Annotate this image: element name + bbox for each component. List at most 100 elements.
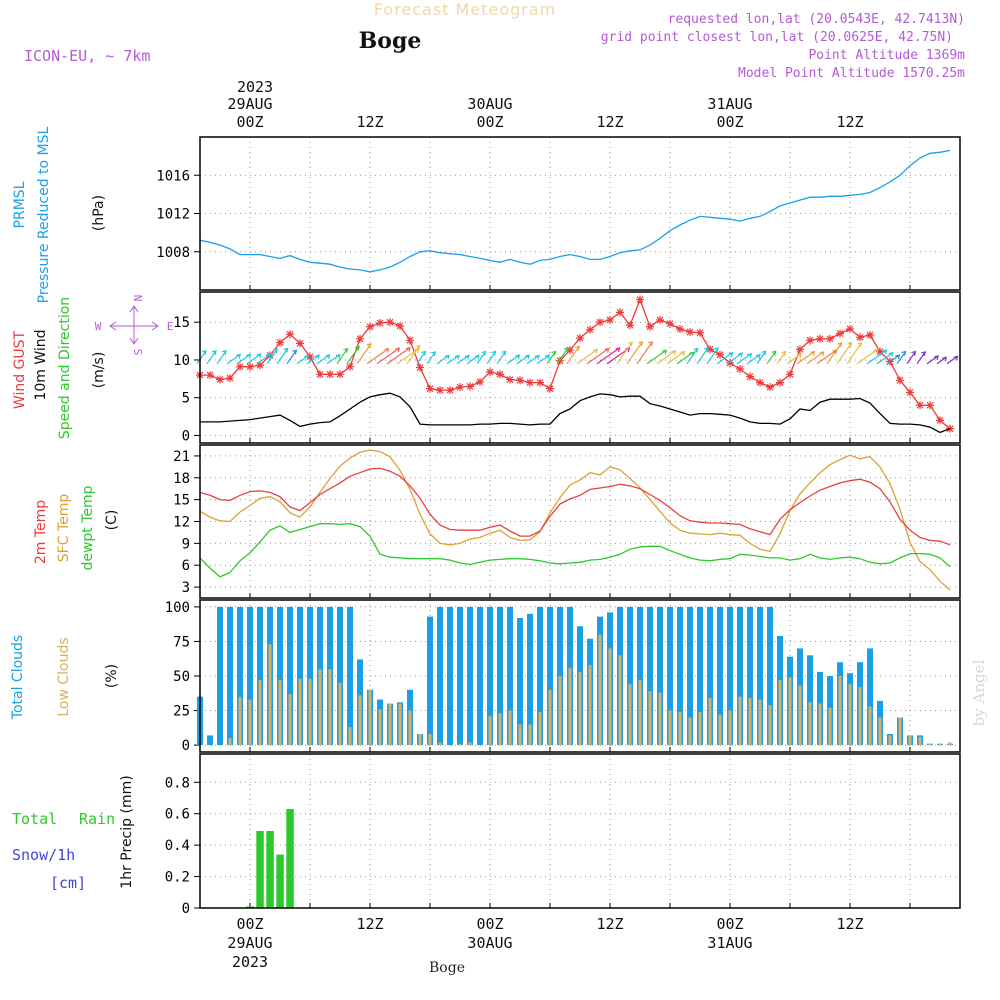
wind-arrowhead bbox=[325, 354, 331, 360]
gust-marker bbox=[366, 322, 374, 331]
wind-arrowhead bbox=[314, 354, 320, 360]
wind-arrowhead bbox=[221, 349, 227, 355]
wind-arrowhead bbox=[335, 353, 341, 359]
low-cloud-bar bbox=[588, 664, 592, 745]
cloud-label-total: Total Clouds bbox=[10, 635, 26, 720]
wind-arrow bbox=[806, 351, 825, 365]
low-cloud-bar bbox=[698, 711, 702, 746]
total-cloud-bar bbox=[497, 606, 503, 746]
wind-arrow bbox=[516, 354, 530, 365]
rain-bar bbox=[256, 831, 264, 908]
total-cloud-bar bbox=[237, 606, 243, 746]
panel-precip: 0 0.2 0.4 0.6 0.8 bbox=[165, 754, 960, 917]
wind-arrow bbox=[276, 348, 289, 365]
bottom-time-label: 30AUG bbox=[467, 934, 512, 952]
wind-arrowhead bbox=[819, 351, 825, 357]
wind-arrow bbox=[596, 347, 620, 365]
low-cloud-bar bbox=[518, 724, 522, 746]
wind-arrow bbox=[646, 349, 667, 365]
gust-marker bbox=[356, 334, 364, 343]
wind-arrow bbox=[416, 351, 426, 365]
requested-coords: requested lon,lat (20.0543E, 42.7413N) bbox=[668, 12, 965, 27]
total-cloud-bar bbox=[507, 606, 513, 746]
dewpt-line bbox=[199, 523, 951, 578]
wind-arrow bbox=[816, 349, 838, 365]
gust-marker bbox=[866, 331, 874, 340]
gust-marker bbox=[266, 351, 274, 360]
total-cloud-bar bbox=[457, 606, 463, 746]
total-cloud-bar bbox=[207, 735, 213, 746]
gust-marker bbox=[476, 377, 484, 386]
total-cloud-bar bbox=[307, 606, 313, 746]
wind-arrowhead bbox=[534, 354, 540, 360]
wind-arrow bbox=[336, 348, 348, 365]
wind-arrowhead bbox=[464, 354, 470, 360]
wind-arrow bbox=[656, 350, 676, 365]
gust-marker bbox=[416, 363, 424, 372]
wind-arrowhead bbox=[211, 349, 217, 355]
precip-unit: 1hr Precip (mm) bbox=[119, 775, 135, 888]
low-cloud-bar bbox=[618, 655, 622, 746]
wind-arrow bbox=[466, 354, 480, 365]
wind-arrowhead bbox=[236, 353, 242, 359]
gust-marker bbox=[696, 328, 704, 337]
gust-line bbox=[200, 297, 951, 430]
temp-label-dewpt: dewpt Temp bbox=[80, 485, 96, 570]
y-tick-label: 10 bbox=[173, 353, 190, 369]
wind-arrowhead bbox=[615, 347, 621, 353]
low-cloud-bar bbox=[348, 727, 352, 746]
gust-marker bbox=[456, 383, 464, 392]
low-cloud-bar bbox=[838, 676, 842, 746]
wind-arrow bbox=[436, 354, 450, 365]
low-cloud-bar bbox=[858, 687, 862, 746]
total-cloud-bar bbox=[727, 606, 733, 746]
wind-arrow bbox=[556, 347, 569, 365]
low-cloud-bar bbox=[408, 710, 412, 745]
wind-arrowhead bbox=[604, 347, 610, 353]
panel-frame bbox=[199, 599, 961, 753]
gust-marker bbox=[606, 315, 614, 324]
total-cloud-bar bbox=[707, 606, 713, 746]
low-cloud-bar bbox=[648, 691, 652, 746]
wind-arrowhead bbox=[366, 343, 372, 349]
rain-bar bbox=[246, 906, 254, 908]
bottom-time-label: 00Z bbox=[236, 915, 263, 933]
gust-marker bbox=[686, 328, 694, 337]
gust-marker bbox=[656, 315, 664, 324]
low-cloud-bar bbox=[328, 669, 332, 746]
wind-arrowhead bbox=[911, 350, 917, 356]
low-cloud-bar bbox=[658, 692, 662, 746]
gust-marker bbox=[576, 334, 584, 343]
y-tick-label: 0.4 bbox=[165, 838, 190, 854]
point-altitude: Point Altitude 1369m bbox=[808, 48, 965, 63]
gust-marker bbox=[626, 321, 634, 330]
grid-point-coords: grid point closest lon,lat (20.0625E, 42… bbox=[601, 30, 953, 45]
wind-arrow bbox=[496, 350, 507, 365]
wind-arrow bbox=[306, 354, 320, 365]
gust-marker bbox=[926, 401, 934, 410]
gust-marker bbox=[876, 347, 884, 356]
wind-arrow bbox=[536, 354, 550, 365]
wind-arrowhead bbox=[421, 350, 427, 356]
gust-marker bbox=[396, 321, 404, 330]
gust-marker bbox=[436, 386, 444, 395]
wind-arrowhead bbox=[662, 349, 668, 355]
wind-arrowhead bbox=[201, 349, 207, 355]
low-cloud-bar bbox=[548, 689, 552, 746]
low-cloud-bar bbox=[268, 644, 272, 746]
panel-frame bbox=[199, 136, 961, 291]
wind-arrow bbox=[666, 351, 685, 365]
y-tick-label: 0 bbox=[182, 428, 190, 444]
total-cloud-bar bbox=[477, 606, 483, 746]
y-tick-label: 12 bbox=[173, 515, 190, 531]
wind-arrowhead bbox=[810, 350, 816, 356]
low-cloud-bar bbox=[668, 710, 672, 745]
y-tick-label: 1012 bbox=[156, 207, 190, 223]
gust-marker bbox=[846, 324, 854, 333]
wind-arrow bbox=[526, 354, 540, 365]
wind-arrowhead bbox=[693, 347, 699, 353]
gust-marker bbox=[936, 416, 944, 425]
gust-marker bbox=[546, 384, 554, 393]
